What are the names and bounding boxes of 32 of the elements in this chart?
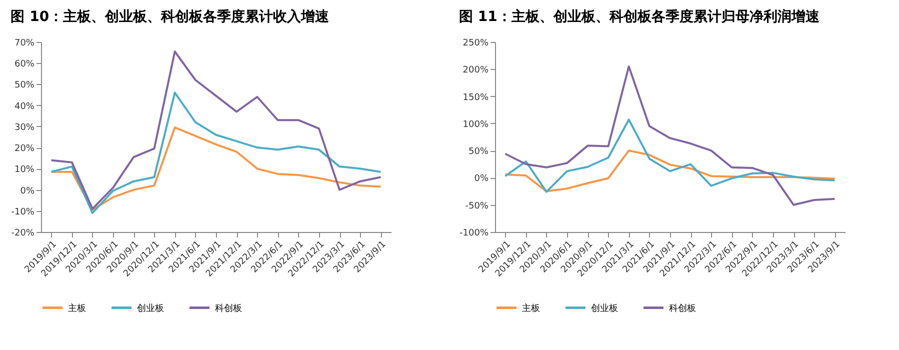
- legend-label: 主板: [68, 302, 86, 314]
- y-tick-label: 40%: [14, 102, 35, 112]
- legend-label: 科创板: [669, 302, 696, 314]
- y-tick-label: 30%: [14, 122, 35, 133]
- line-series: [50, 92, 382, 214]
- y-tick-label: 10%: [14, 165, 35, 176]
- line-series: [504, 150, 836, 192]
- y-tick-label: 0%: [20, 186, 35, 196]
- y-tick-label: 60%: [14, 60, 35, 70]
- legend-label: 创业板: [591, 302, 618, 314]
- y-tick-label: 200%: [462, 66, 489, 76]
- y-tick-label: 50%: [14, 80, 35, 91]
- legend-label: 创业板: [137, 302, 164, 314]
- chart-title: 图 11：主板、创业板、科创板各季度累计归母净利润增速: [459, 8, 820, 25]
- legend-label: 主板: [522, 302, 540, 314]
- y-tick-label: 100%: [462, 120, 489, 130]
- legend-label: 科创板: [215, 302, 242, 314]
- y-tick-label: -100%: [460, 228, 489, 238]
- y-tick-label: 20%: [14, 144, 35, 154]
- y-tick-label: 70%: [14, 38, 35, 48]
- y-tick-label: -20%: [11, 228, 35, 238]
- line-series: [50, 126, 382, 211]
- y-tick-label: 250%: [462, 38, 489, 48]
- y-tick-label: 0%: [474, 174, 489, 184]
- line-series: [50, 50, 382, 210]
- y-tick-label: -50%: [465, 201, 489, 212]
- line-series: [504, 118, 836, 193]
- line-series: [504, 65, 836, 206]
- y-tick-label: 150%: [462, 92, 489, 103]
- y-tick-label: -10%: [11, 207, 35, 218]
- chart-title: 图 10：主板、创业板、科创板各季度累计收入增速: [10, 8, 330, 25]
- y-tick-label: 50%: [468, 147, 489, 158]
